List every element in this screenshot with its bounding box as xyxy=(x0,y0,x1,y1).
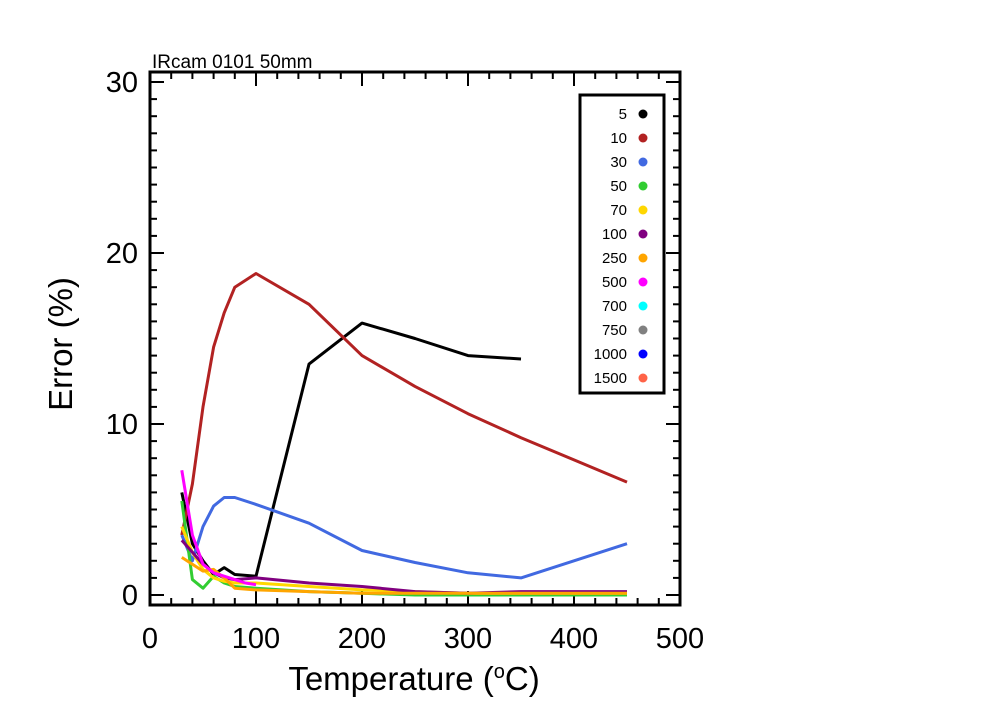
legend-label-1000: 1000 xyxy=(594,346,627,363)
series-lines xyxy=(180,272,628,597)
y-tick-label: 10 xyxy=(106,409,138,441)
legend-marker-5 xyxy=(638,109,648,119)
series-line-500 xyxy=(180,469,257,587)
x-axis-title-superscript: o xyxy=(494,661,505,683)
x-tick-label: 300 xyxy=(444,623,492,655)
legend-label-5: 5 xyxy=(619,106,627,123)
legend-label-30: 30 xyxy=(610,154,627,171)
legend-label-100: 100 xyxy=(602,226,627,243)
series-line-30 xyxy=(180,496,628,580)
y-tick-label: 30 xyxy=(106,67,138,99)
x-axis-title: Temperature (oC) xyxy=(288,660,539,697)
legend-label-10: 10 xyxy=(610,130,627,147)
x-tick-label: 400 xyxy=(550,623,598,655)
legend-label-70: 70 xyxy=(610,202,627,219)
y-axis-title: Error (%) xyxy=(42,277,79,411)
series-line-5 xyxy=(180,321,522,578)
x-tick-label: 200 xyxy=(338,623,386,655)
x-axis-title-end: C) xyxy=(505,660,540,697)
legend-box xyxy=(578,93,666,395)
y-tick-label: 20 xyxy=(106,238,138,270)
series-line-10 xyxy=(180,272,628,536)
legend-label-1500: 1500 xyxy=(594,370,627,387)
x-tick-label: 500 xyxy=(656,623,704,655)
tick-labels: 0 100 200 300 400 500 0 10 20 30 xyxy=(106,67,704,655)
legend: 5 10 30 50 70 100 250 500 700 750 1000 1500 xyxy=(578,93,666,395)
legend-label-50: 50 xyxy=(610,178,627,195)
legend-marker-10 xyxy=(638,133,648,143)
legend-marker-250 xyxy=(638,253,648,263)
legend-marker-30 xyxy=(638,157,648,167)
legend-label-500: 500 xyxy=(602,274,627,291)
x-axis-title-main: Temperature ( xyxy=(288,660,493,697)
legend-marker-50 xyxy=(638,181,648,191)
legend-marker-750 xyxy=(638,325,648,335)
legend-marker-500 xyxy=(638,277,648,287)
y-tick-label: 0 xyxy=(122,580,138,612)
legend-marker-100 xyxy=(638,229,648,239)
x-tick-label: 0 xyxy=(142,623,158,655)
x-tick-label: 100 xyxy=(232,623,280,655)
legend-label-250: 250 xyxy=(602,250,627,267)
legend-marker-1500 xyxy=(638,373,648,383)
legend-marker-70 xyxy=(638,205,648,215)
legend-marker-700 xyxy=(638,301,648,311)
legend-label-750: 750 xyxy=(602,322,627,339)
chart-title: IRcam 0101 50mm xyxy=(152,52,313,73)
series-line-250 xyxy=(180,556,627,595)
series-line-50 xyxy=(180,500,627,597)
legend-label-700: 700 xyxy=(602,298,627,315)
axis-ticks xyxy=(149,72,681,605)
legend-marker-1000 xyxy=(638,349,648,359)
